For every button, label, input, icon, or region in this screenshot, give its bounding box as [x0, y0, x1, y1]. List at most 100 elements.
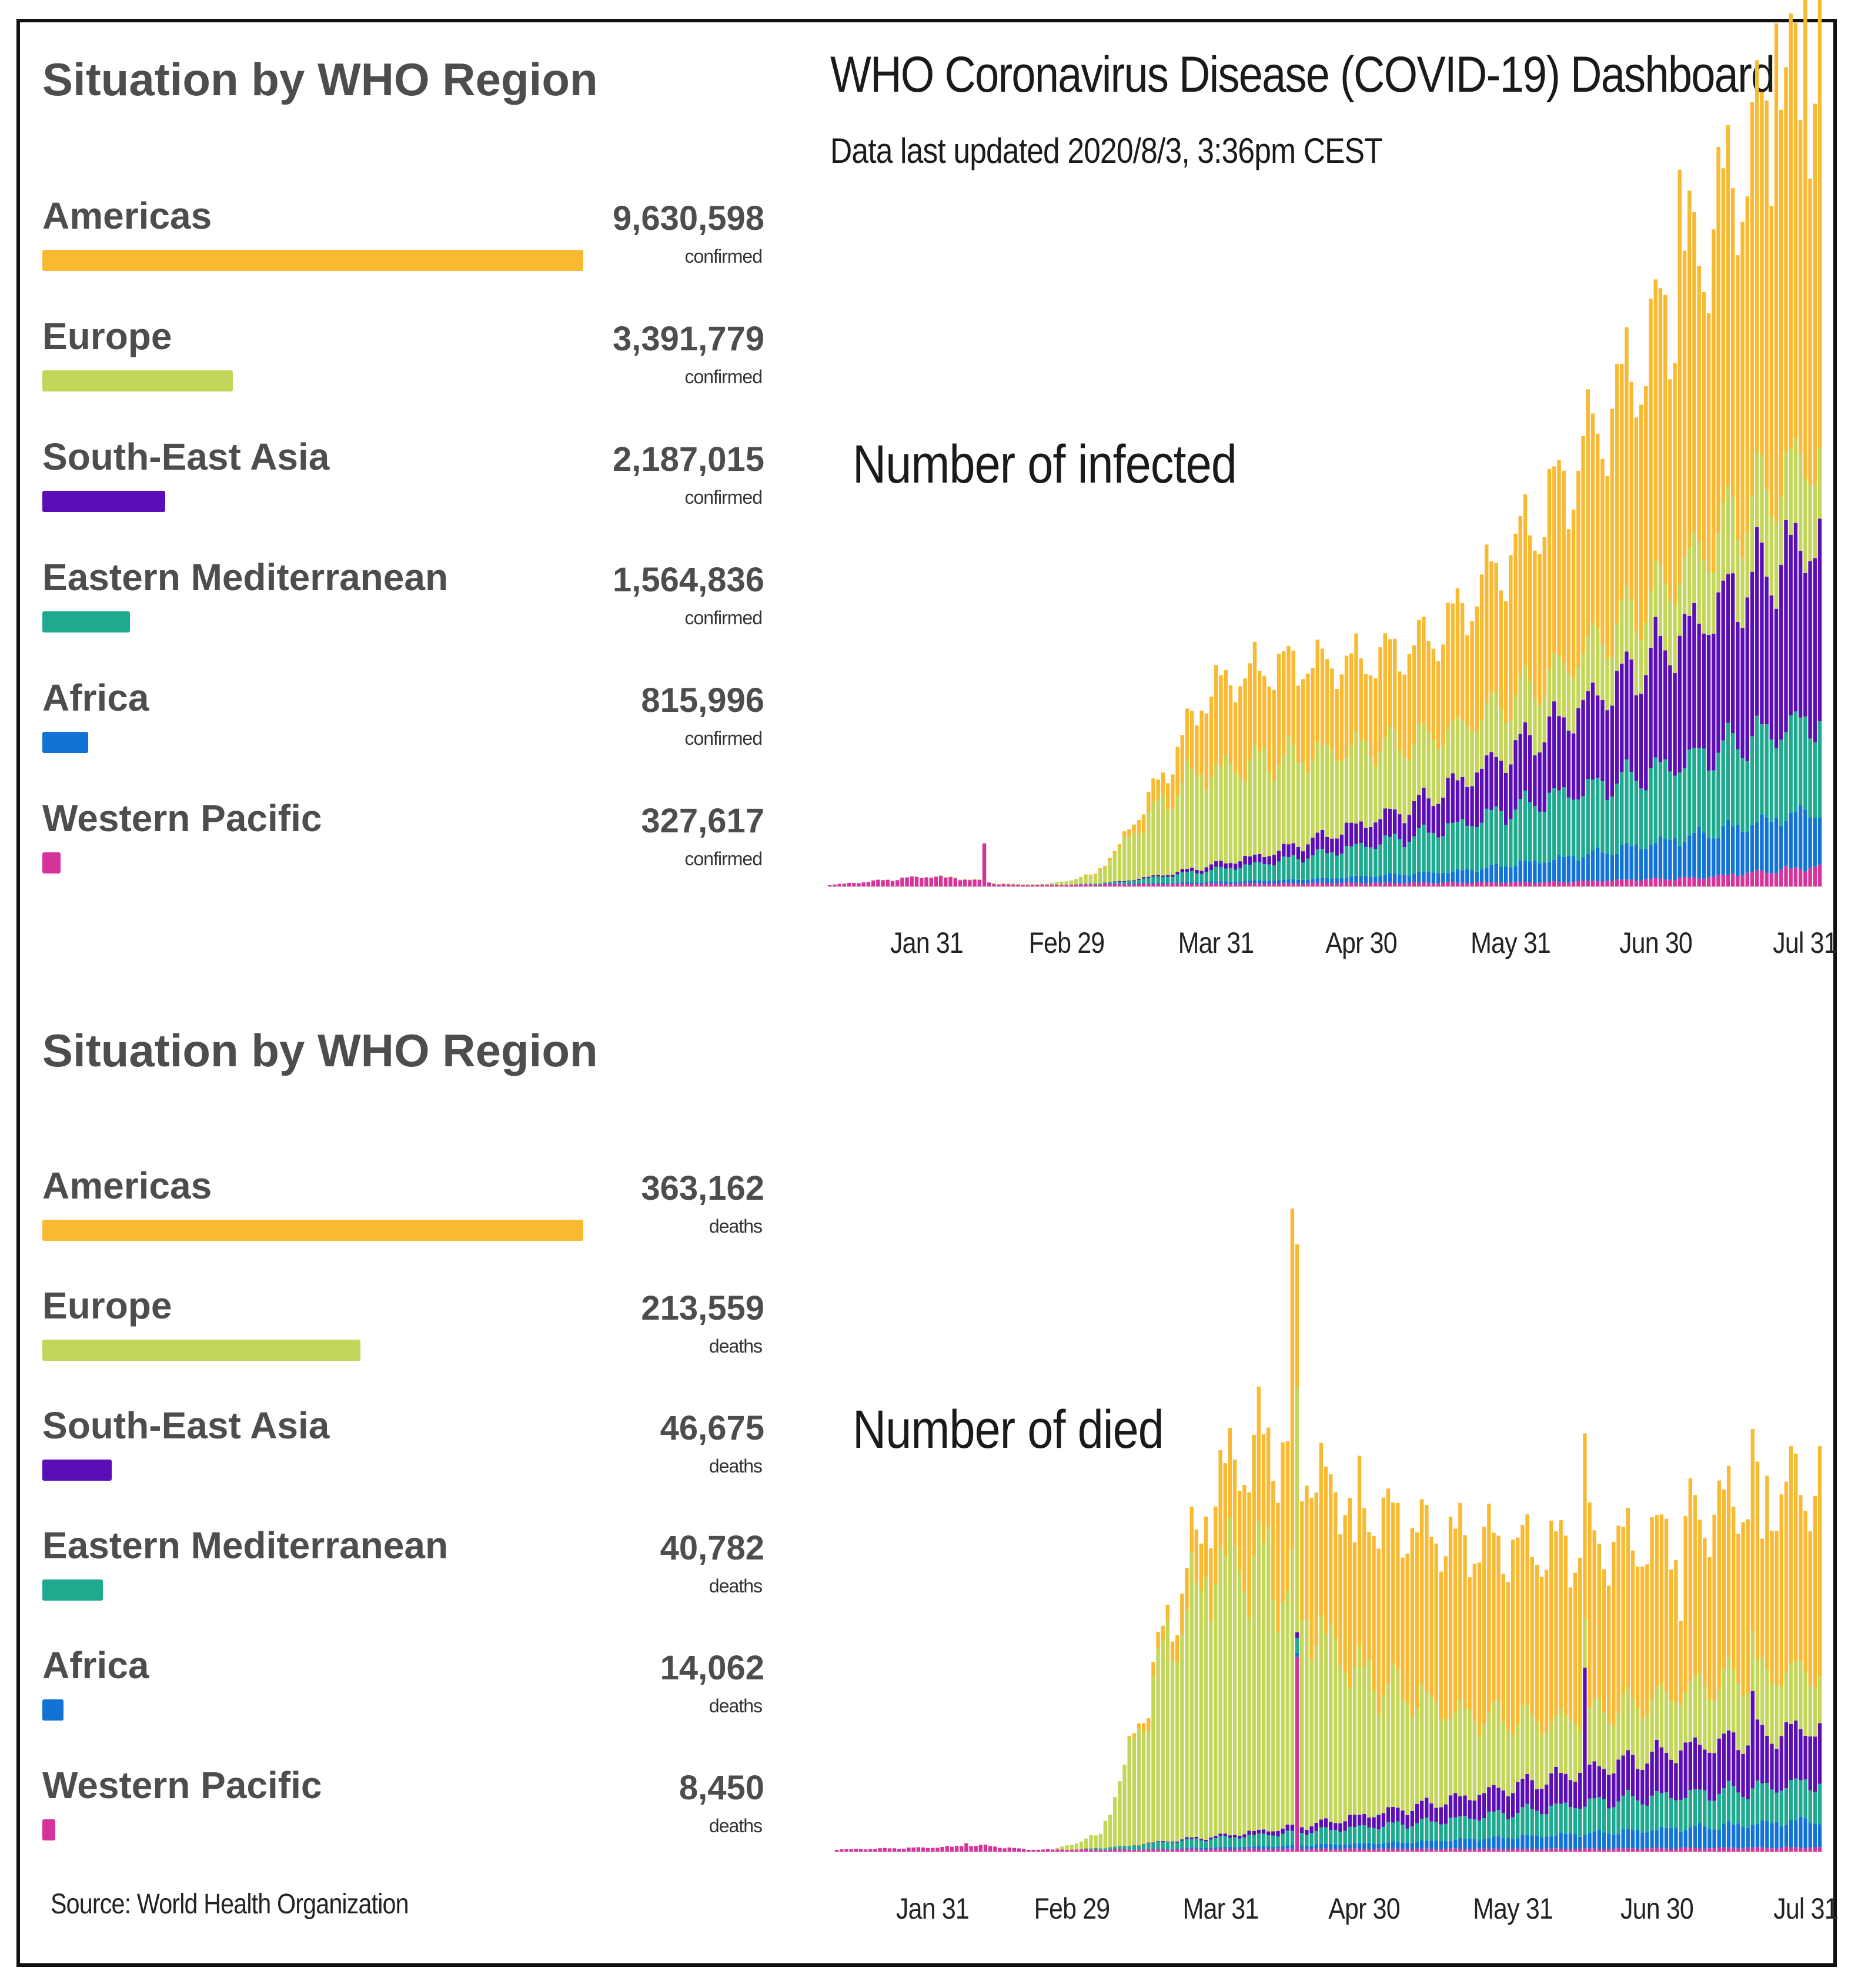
bar-segment	[1703, 1826, 1707, 1849]
bar-segment	[1374, 765, 1378, 823]
bar-segment	[1209, 777, 1214, 865]
bar-segment	[1368, 883, 1373, 886]
bar-segment	[1789, 868, 1793, 886]
bar-segment	[1803, 1735, 1807, 1780]
bar-segment	[1300, 1849, 1304, 1852]
bar-segment	[1789, 449, 1793, 535]
bar-segment	[1451, 721, 1455, 774]
bar-segment	[1381, 1813, 1386, 1827]
bar-segment	[1745, 196, 1749, 533]
bar-segment	[1194, 1582, 1199, 1837]
bar-segment	[1595, 881, 1600, 886]
bar-segment	[1410, 1718, 1414, 1811]
bar-segment	[1429, 1537, 1433, 1696]
bar-segment	[1170, 1661, 1175, 1842]
bar-segment	[1669, 1759, 1673, 1799]
bar-segment	[1199, 774, 1204, 871]
bar-segment	[1463, 1849, 1467, 1852]
bar-segment	[1185, 883, 1189, 886]
bar-segment	[1813, 558, 1817, 742]
bar-segment	[1659, 1683, 1664, 1748]
x-tick-label: Jul 31	[1773, 1892, 1838, 1925]
bar-segment	[1513, 809, 1518, 866]
bar-segment	[1658, 636, 1663, 762]
bar-segment	[1635, 1829, 1640, 1849]
bar-segment	[1419, 1819, 1424, 1840]
bar-segment	[1228, 1428, 1232, 1518]
bar-segment	[1808, 1848, 1812, 1852]
bar-segment	[1775, 1821, 1779, 1849]
bar-segment	[1306, 883, 1310, 886]
bar-segment	[1147, 812, 1151, 877]
bar-segment	[1755, 869, 1759, 886]
bar-segment	[1521, 1835, 1525, 1849]
bar-segment	[1122, 884, 1127, 886]
region-bar	[42, 1699, 64, 1721]
bar-segment	[1693, 1789, 1697, 1826]
bar-segment	[1439, 1849, 1443, 1852]
bar-segment	[1542, 811, 1547, 863]
bar-segment	[1137, 1723, 1141, 1729]
bar-segment	[1717, 1738, 1721, 1794]
bar-segment	[1479, 574, 1484, 721]
bar-segment	[1055, 882, 1059, 885]
bar-segment	[1309, 1849, 1314, 1852]
bar-segment	[1595, 847, 1600, 882]
bar-segment	[1388, 836, 1392, 873]
bar-segment	[1563, 1833, 1568, 1849]
bar-segment	[1443, 1840, 1448, 1849]
region-value: 1,564,836	[612, 561, 764, 599]
bar-segment	[1383, 882, 1387, 886]
chart-label-infected: Number of infected	[853, 434, 1237, 494]
bar-segment	[1190, 769, 1194, 868]
bar-segment	[1429, 1849, 1433, 1852]
bar-segment	[1687, 190, 1692, 547]
x-tick-label: Jun 30	[1620, 1892, 1694, 1925]
bar-segment	[1779, 565, 1783, 740]
bar-segment	[1547, 792, 1552, 862]
bar-segment	[1315, 832, 1319, 850]
bar-segment	[969, 1846, 973, 1852]
bar-segment	[1335, 689, 1339, 762]
bar-segment	[1040, 883, 1044, 885]
bar-segment	[1141, 1849, 1146, 1850]
bar-segment	[1041, 1849, 1045, 1852]
bar-segment	[1368, 876, 1373, 883]
bar-segment	[1276, 1846, 1280, 1849]
bar-segment	[1165, 1842, 1170, 1849]
bar-segment	[1151, 876, 1155, 883]
bar-segment	[1799, 1780, 1803, 1817]
bar-segment	[1223, 1836, 1227, 1847]
bar-segment	[1679, 1621, 1683, 1705]
bar-segment	[1309, 1497, 1314, 1661]
bar-segment	[1117, 881, 1122, 882]
bar-segment	[1122, 883, 1127, 885]
bar-segment	[1588, 1798, 1592, 1833]
bar-segment	[1335, 883, 1339, 886]
bar-segment	[1712, 876, 1716, 886]
bar-segment	[1368, 675, 1373, 757]
bar-segment	[1453, 1817, 1458, 1840]
bar-segment	[1559, 1849, 1563, 1852]
bar-segment	[1653, 844, 1658, 878]
bar-segment	[1489, 809, 1493, 865]
bar-segment	[1228, 863, 1233, 868]
bar-segment	[1552, 653, 1556, 702]
bar-segment	[1151, 1849, 1155, 1852]
bar-segment	[1426, 872, 1431, 883]
bar-segment	[1554, 1848, 1558, 1852]
bar-segment	[1472, 1721, 1477, 1801]
bar-segment	[1443, 1804, 1448, 1824]
region-name: South-East Asia	[42, 1404, 330, 1447]
bar-segment	[1261, 1434, 1266, 1544]
bar-segment	[1392, 873, 1397, 883]
bar-segment	[1439, 1841, 1443, 1849]
bar-segment	[1557, 460, 1561, 657]
bar-segment	[1343, 1849, 1347, 1852]
bar-segment	[1677, 846, 1682, 878]
bar-segment	[1415, 1532, 1419, 1709]
bar-segment	[1721, 874, 1725, 886]
bar-segment	[983, 1845, 988, 1852]
bar-segment	[1405, 1815, 1409, 1829]
bar-segment	[1557, 716, 1561, 791]
